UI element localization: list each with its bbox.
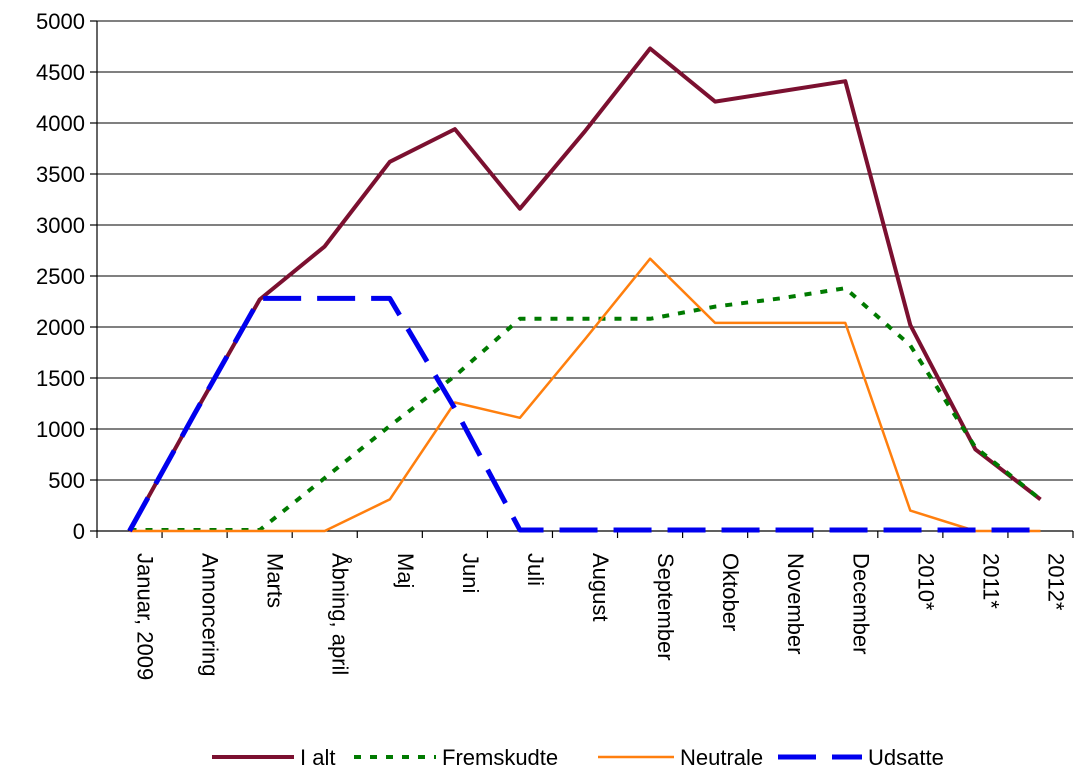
x-tick-label: 2010* (913, 553, 938, 611)
x-axis-ticks: Januar, 2009 Annoncering Marts Åbning, apri… (96, 531, 1074, 680)
legend-label: I alt (300, 745, 335, 769)
x-tick-label: September (653, 553, 678, 661)
legend-label: Udsatte (868, 745, 944, 769)
gridlines (97, 20, 1073, 481)
x-tick-label: Juli (523, 553, 548, 586)
x-tick-label: Januar, 2009 (133, 553, 158, 680)
series-line-neutrale (129, 257, 1041, 533)
y-tick-label: 3000 (36, 213, 85, 238)
legend-label: Neutrale (680, 745, 763, 769)
x-tick-label: Maj (393, 553, 418, 588)
x-tick-label: August (588, 553, 613, 622)
series-lines (127, 46, 1042, 533)
legend-label: Fremskudte (442, 745, 558, 769)
y-tick-label: 5000 (36, 9, 85, 34)
y-tick-label: 0 (73, 519, 85, 544)
x-tick-label: Åbning, april (328, 553, 353, 675)
x-tick-label: Annoncering (198, 553, 223, 677)
y-tick-label: 2500 (36, 264, 85, 289)
x-tick-label: December (848, 553, 873, 654)
x-tick-label: Juni (458, 553, 483, 593)
legend: I alt Fremskudte Neutrale Udsatte (212, 745, 944, 769)
y-axis-ticks: 0 500 1000 1500 2000 2500 3000 3500 4000 4500 5000 (36, 9, 97, 544)
y-tick-label: 3500 (36, 162, 85, 187)
x-tick-label: 2012* (1043, 553, 1068, 611)
x-tick-label: 2011* (978, 553, 1003, 609)
y-tick-label: 1000 (36, 417, 85, 442)
series-line-udsatte (127, 295, 1041, 533)
x-tick-label: November (783, 553, 808, 654)
series-line-fremskudte (129, 286, 1042, 532)
y-tick-label: 1500 (36, 366, 85, 391)
x-tick-label: Marts (263, 553, 288, 608)
x-tick-label: Oktober (718, 553, 743, 631)
y-tick-label: 4500 (36, 60, 85, 85)
y-tick-label: 500 (48, 468, 85, 493)
series-line-i-alt (127, 46, 1042, 532)
y-tick-label: 2000 (36, 315, 85, 340)
y-tick-label: 4000 (36, 111, 85, 136)
